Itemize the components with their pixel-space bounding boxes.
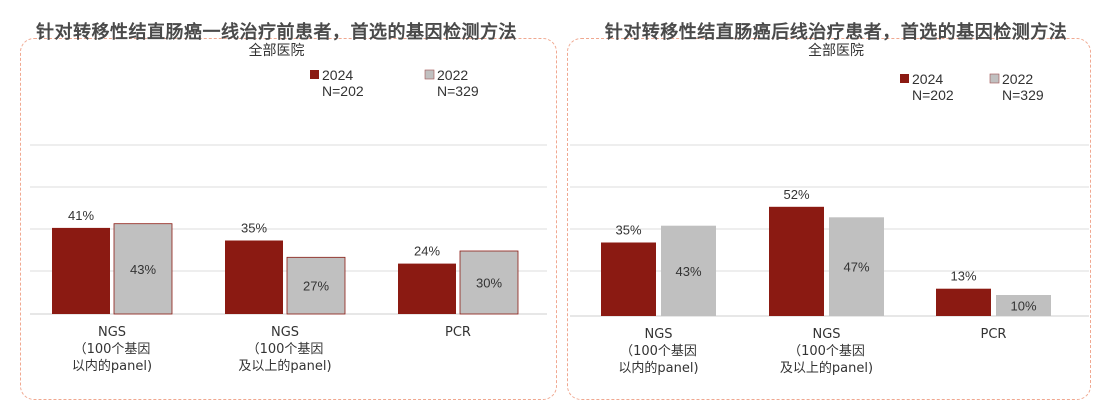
data-label: 24% xyxy=(414,244,440,259)
data-label: 30% xyxy=(476,276,502,291)
bar-2022 xyxy=(996,295,1051,316)
bar-2022 xyxy=(113,223,173,315)
bar-2024 xyxy=(398,263,456,314)
bar-2024 xyxy=(225,240,283,314)
bar-2024 xyxy=(52,227,110,314)
data-label: 35% xyxy=(241,221,267,236)
category-label: NGS xyxy=(271,325,299,340)
data-label: 13% xyxy=(950,269,976,284)
chart-title: 针对转移性结直肠癌后线治疗患者，首选的基因检测方法 xyxy=(604,22,1068,43)
bar-2022 xyxy=(459,250,519,315)
chart-title: 针对转移性结直肠癌一线治疗前患者，首选的基因检测方法 xyxy=(36,22,517,43)
data-label: 47% xyxy=(843,260,869,275)
bar-chart-first-line: 2024N=2022022N=32941%43%NGS（100个基因以内的pan… xyxy=(30,67,547,374)
chart-subtitle: 全部医院 xyxy=(248,43,305,59)
bar-chart-later-line: 2024N=2022022N=32935%43%NGS（100个基因以内的pan… xyxy=(570,71,1089,376)
category-label: （100个基因 xyxy=(247,342,324,357)
data-label: 52% xyxy=(783,187,809,202)
legend-series-name: 2022 xyxy=(437,67,468,83)
category-label: PCR xyxy=(981,327,1007,342)
data-label: 27% xyxy=(303,279,329,294)
legend-series-n: N=202 xyxy=(322,83,364,99)
legend-series-n: N=329 xyxy=(1002,87,1044,103)
legend-swatch xyxy=(900,74,909,83)
category-label: NGS xyxy=(812,327,840,342)
bar-2022 xyxy=(286,256,346,315)
legend-series-name: 2022 xyxy=(1002,71,1033,87)
chart-frame xyxy=(567,38,1091,400)
legend-series-n: N=202 xyxy=(912,87,954,103)
category-label: 及以上的panel) xyxy=(780,360,873,376)
category-label: NGS xyxy=(98,325,126,340)
category-label: NGS xyxy=(644,327,672,342)
data-label: 41% xyxy=(68,208,94,223)
chart-panel-later-line: 针对转移性结直肠癌后线治疗患者，首选的基因检测方法 全部医院 2024 N=202… xyxy=(565,0,1107,417)
chart-panel-first-line: 针对转移性结直肠癌一线治疗前患者，首选的基因检测方法 全部医院 2024 N=20… xyxy=(0,0,557,417)
category-label: （100个基因 xyxy=(788,344,865,359)
category-label: （100个基因 xyxy=(620,344,697,359)
legend-series-name: 2024 xyxy=(912,71,943,87)
category-label: 及以上的panel) xyxy=(238,358,331,374)
category-label: PCR xyxy=(445,325,471,340)
bar-2024 xyxy=(601,242,656,316)
data-label: 43% xyxy=(675,264,701,279)
legend-swatch xyxy=(310,70,319,79)
data-label: 10% xyxy=(1010,299,1036,314)
data-label: 43% xyxy=(130,262,156,277)
bar-2024 xyxy=(936,288,991,316)
legend-series-name: 2024 xyxy=(322,67,353,83)
bar-2022 xyxy=(661,225,716,316)
chart-subtitle: 全部医院 xyxy=(808,43,864,59)
chart-frame xyxy=(20,38,557,400)
legend-swatch xyxy=(989,73,1000,84)
data-label: 35% xyxy=(615,223,641,238)
category-label: 以内的panel) xyxy=(72,358,152,374)
category-label: 以内的panel) xyxy=(618,360,698,376)
bar-2022 xyxy=(829,217,884,316)
bar-2024 xyxy=(769,206,824,316)
legend-series-n: N=329 xyxy=(437,83,479,99)
category-label: （100个基因 xyxy=(74,342,151,357)
legend-swatch xyxy=(424,69,435,80)
